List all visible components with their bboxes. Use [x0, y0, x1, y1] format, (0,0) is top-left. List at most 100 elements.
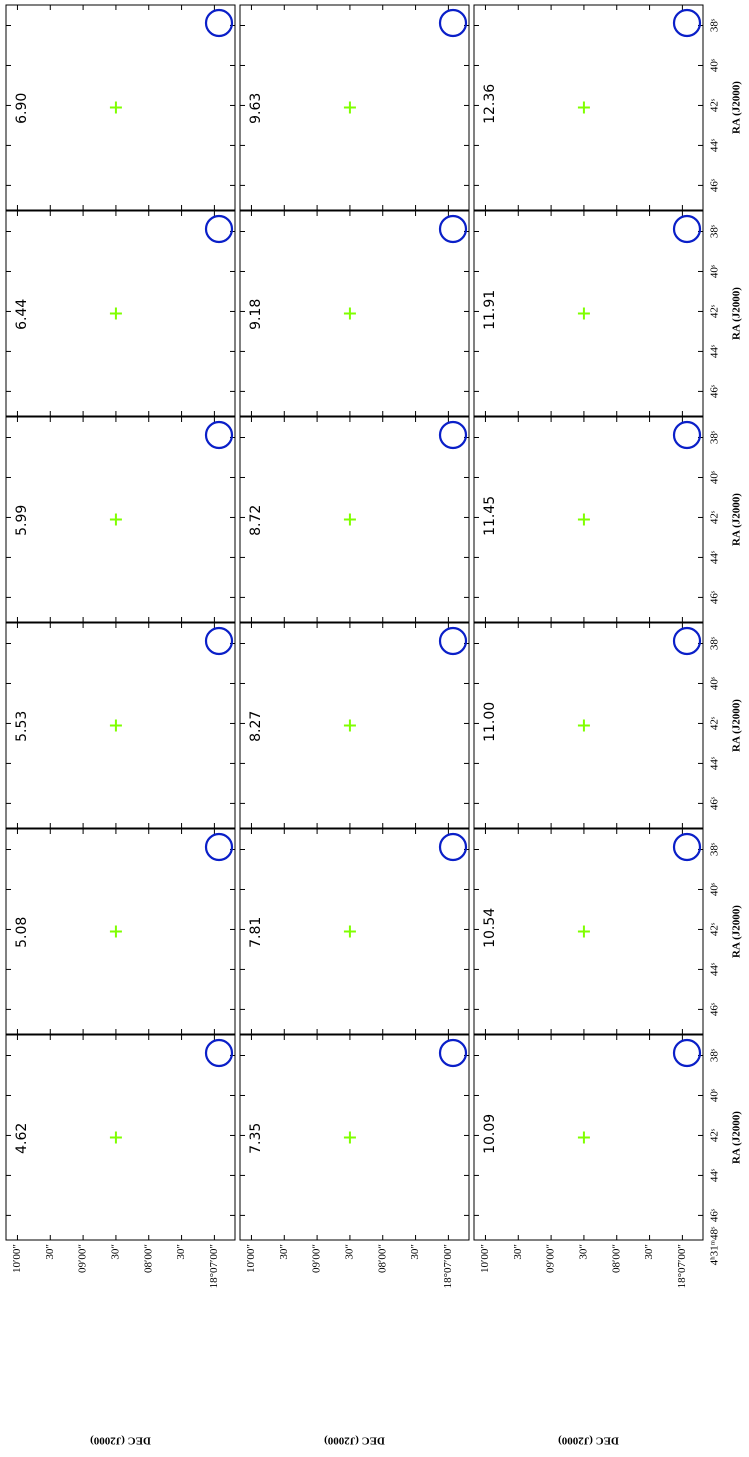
panel-frame: [473, 210, 704, 417]
x-tick-label: 40ˢ: [709, 58, 721, 72]
panel-frame: [239, 210, 470, 417]
panel: 5.53: [5, 622, 236, 829]
y-tick-label: 30″: [278, 1244, 290, 1260]
velocity-label: 10.54: [482, 908, 498, 948]
x-tick-label: 44ˢ: [709, 344, 721, 358]
x-tick-label: 46ˢ: [709, 796, 721, 810]
y-tick-label: 30″: [409, 1244, 421, 1260]
x-tick-label: 42ˢ: [709, 1128, 721, 1142]
x-tick-label: 40ˢ: [709, 470, 721, 484]
velocity-label: 6.44: [14, 299, 30, 330]
panel-frame: [239, 622, 470, 829]
beam: [204, 8, 234, 38]
x-tick-label: 44ˢ: [709, 756, 721, 770]
y-axis-label: DEC (J2000): [324, 1434, 385, 1446]
panel: 11.00: [473, 622, 704, 829]
beam: [672, 8, 702, 38]
y-tick-label: 18°07′00″: [442, 1244, 454, 1288]
y-tick-label: 10′00″: [479, 1244, 491, 1273]
x-axis-label: RA (J2000): [731, 493, 743, 546]
x-tick-label: 46ˢ: [709, 1002, 721, 1016]
beam: [204, 420, 234, 450]
y-tick-label: 10′00″: [245, 1244, 257, 1273]
velocity-label: 5.08: [14, 917, 30, 948]
panel: 11.45: [473, 416, 704, 623]
beam: [438, 420, 468, 450]
panel: 9.18: [239, 210, 470, 417]
panel-frame: [5, 210, 236, 417]
panel: 8.27: [239, 622, 470, 829]
x-axis-label: RA (J2000): [731, 287, 743, 340]
velocity-label: 11.45: [482, 496, 498, 536]
y-tick-label: 08′00″: [610, 1244, 622, 1273]
x-tick-label: 46ˢ: [709, 590, 721, 604]
velocity-label: 6.90: [14, 93, 30, 124]
panel-frame: [473, 622, 704, 829]
beam: [204, 832, 234, 862]
beam: [438, 626, 468, 656]
y-tick-label: 08′00″: [376, 1244, 388, 1273]
panel-frame: [5, 828, 236, 1035]
beam: [438, 8, 468, 38]
rotated-figure: DEC (J2000) 4.62 10′00″ 30″ 09′00″ 30″ 08′00″ 3…: [5, 4, 743, 1446]
x-tick-label: 44ˢ: [709, 1168, 721, 1182]
x-tick-label: 38ˢ: [709, 1048, 721, 1062]
panel-frame: [239, 1034, 470, 1241]
panel-frame: [473, 828, 704, 1035]
panel: 6.44: [5, 210, 236, 417]
velocity-label: 12.36: [482, 84, 498, 124]
x-tick-label: 42ˢ: [709, 98, 721, 112]
x-tick-label: 38ˢ: [709, 430, 721, 444]
velocity-label: 5.53: [14, 711, 30, 742]
panel: 4.62: [5, 1034, 236, 1241]
y-tick-label: 30″: [44, 1244, 56, 1260]
panel: 5.99: [5, 416, 236, 623]
panel: 7.35: [239, 1034, 470, 1241]
beam: [438, 832, 468, 862]
beam: [204, 214, 234, 244]
x-tick-label: 40ˢ: [709, 1088, 721, 1102]
beam: [672, 626, 702, 656]
x-tick-label: 38ˢ: [709, 18, 721, 32]
y-tick-label: 30″: [512, 1244, 524, 1260]
panel-frame: [5, 1034, 236, 1241]
panel-frame: [5, 416, 236, 623]
velocity-label: 8.27: [248, 711, 264, 742]
y-tick-label: 30″: [343, 1244, 355, 1260]
x-tick-label: 42ˢ: [709, 922, 721, 936]
velocity-label: 10.09: [482, 1114, 498, 1154]
panel-frame: [5, 622, 236, 829]
x-tick-label: 40ˢ: [709, 264, 721, 278]
panel: 7.81: [239, 828, 470, 1035]
x-axis-label: RA (J2000): [731, 905, 743, 958]
panel: 8.72: [239, 416, 470, 623]
x-tick-label: 38ˢ: [709, 224, 721, 238]
velocity-label: 8.72: [248, 505, 264, 536]
y-tick-label: 08′00″: [142, 1244, 154, 1273]
beam: [672, 420, 702, 450]
velocity-label: 11.00: [482, 702, 498, 742]
y-tick-label: 30″: [577, 1244, 589, 1260]
panel: 5.08: [5, 828, 236, 1035]
x-tick-label: 46ˢ: [709, 384, 721, 398]
beam: [204, 1038, 234, 1068]
x-tick-label: 44ˢ: [709, 138, 721, 152]
panel-frame: [239, 4, 470, 211]
velocity-label: 9.63: [248, 93, 264, 124]
x-tick-label: 44ˢ: [709, 550, 721, 564]
velocity-label: 9.18: [248, 299, 264, 330]
beam: [672, 832, 702, 862]
panel: 12.36: [473, 4, 704, 211]
velocity-label: 5.99: [14, 505, 30, 536]
x-tick-label: 40ˢ: [709, 676, 721, 690]
y-tick-label: 30″: [109, 1244, 121, 1260]
y-tick-label: 09′00″: [545, 1244, 557, 1273]
x-tick-label: 42ˢ: [709, 304, 721, 318]
x-tick-label: 38ˢ: [709, 842, 721, 856]
y-tick-label: 10′00″: [11, 1244, 23, 1273]
x-tick-label: 44ˢ: [709, 962, 721, 976]
panel-frame: [239, 416, 470, 623]
y-tick-label: 30″: [175, 1244, 187, 1260]
velocity-label: 7.81: [248, 917, 264, 948]
